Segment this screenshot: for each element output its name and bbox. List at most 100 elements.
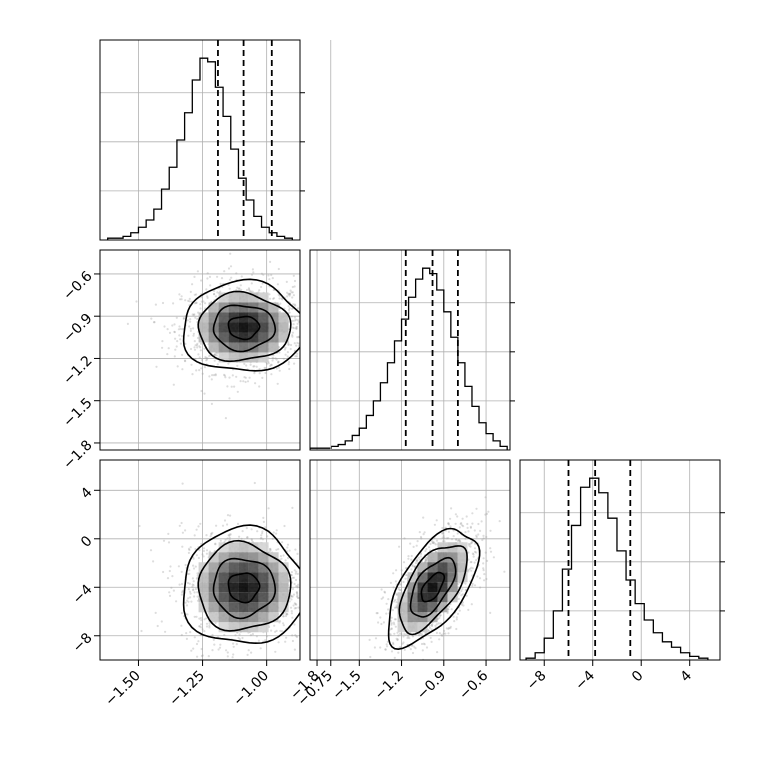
scatter-point [180, 593, 183, 596]
scatter-point [186, 599, 189, 602]
scatter-point [269, 297, 272, 300]
scatter-point [394, 625, 397, 628]
scatter-point [503, 570, 506, 573]
scatter-point [446, 611, 449, 615]
scatter-point [210, 674, 212, 676]
scatter-point [429, 636, 432, 640]
density-cell [218, 332, 229, 343]
scatter-point [184, 601, 187, 604]
scatter-point [304, 318, 306, 320]
scatter-point [327, 333, 329, 335]
scatter-point [449, 625, 452, 628]
scatter-point [249, 290, 252, 293]
scatter-point [302, 566, 304, 568]
scatter-point [185, 604, 189, 607]
scatter-point [462, 604, 465, 607]
scatter-point [403, 537, 406, 540]
scatter-point [195, 301, 198, 305]
scatter-point [238, 633, 241, 636]
scatter-point [223, 633, 226, 637]
scatter-point [180, 570, 183, 574]
scatter-point [259, 647, 262, 650]
scatter-point [205, 356, 208, 359]
scatter-point [390, 627, 393, 631]
scatter-point [304, 328, 306, 330]
density-cell [228, 572, 239, 583]
scatter-point [307, 586, 309, 588]
scatter-point [238, 638, 241, 641]
density-cell [238, 552, 249, 563]
scatter-point [184, 563, 187, 567]
scatter-point [482, 569, 485, 572]
contour-level-1 [409, 556, 457, 618]
scatter-point [275, 529, 278, 532]
scatter-point [432, 541, 435, 545]
scatter-point [194, 547, 197, 551]
scatter-point [208, 622, 211, 625]
scatter-point [297, 344, 300, 348]
scatter-point [286, 613, 289, 616]
scatter-point [211, 633, 214, 637]
scatter-point [200, 359, 203, 362]
scatter-point [395, 604, 398, 607]
scatter-point [200, 542, 203, 546]
scatter-point [186, 573, 189, 576]
scatter-point [403, 648, 406, 651]
scatter-point [292, 576, 296, 579]
scatter-point [291, 335, 294, 338]
density-cell [208, 312, 219, 323]
scatter-point [303, 551, 305, 553]
scatter-point [246, 536, 249, 539]
scatter-point [284, 559, 287, 562]
density-cell [218, 592, 229, 603]
scatter-point [301, 321, 303, 323]
scatter-point [469, 526, 472, 529]
density-cell [228, 582, 239, 593]
scatter-point [226, 385, 229, 388]
scatter-point [187, 551, 190, 555]
scatter-point [307, 551, 309, 553]
scatter-point [270, 629, 273, 632]
density-cell [208, 592, 219, 603]
scatter-point [431, 624, 434, 628]
density-cell [238, 572, 249, 583]
scatter-point [308, 574, 310, 576]
scatter-point [280, 297, 283, 300]
scatter-panel-2-1 [309, 459, 511, 661]
density-cell [268, 612, 279, 623]
scatter-point [228, 376, 231, 379]
scatter-point [250, 282, 253, 285]
scatter-point [202, 549, 205, 553]
scatter-point [447, 605, 451, 608]
scatter-point [167, 347, 170, 350]
scatter-point [213, 353, 216, 356]
x-tick-label-2-1: −4 [572, 668, 598, 694]
y-tick-label-1-2: −1.2 [60, 353, 95, 388]
scatter-point [284, 353, 287, 356]
scatter-point [440, 633, 443, 636]
scatter-point [185, 637, 188, 641]
scatter-point [193, 615, 196, 618]
density-cell [218, 582, 229, 593]
scatter-point [195, 577, 199, 580]
scatter-point [179, 338, 182, 341]
panel-frame [99, 39, 301, 241]
scatter-point [258, 385, 261, 388]
scatter-point [192, 647, 195, 650]
density-cell [417, 622, 428, 633]
scatter-point [291, 291, 294, 294]
scatter-point [475, 507, 478, 510]
scatter-point [235, 375, 238, 378]
x-tick-label-1-2: −1.2 [372, 668, 407, 703]
scatter-point [461, 588, 464, 591]
scatter-point [470, 541, 473, 544]
scatter-point [449, 517, 452, 520]
density-cell [228, 542, 239, 553]
density-cell [268, 302, 279, 313]
scatter-point [140, 629, 143, 633]
scatter-point [291, 639, 294, 643]
scatter-point [294, 355, 297, 358]
scatter-point [312, 384, 314, 386]
scatter-point [414, 647, 417, 650]
density-cell [238, 612, 249, 623]
